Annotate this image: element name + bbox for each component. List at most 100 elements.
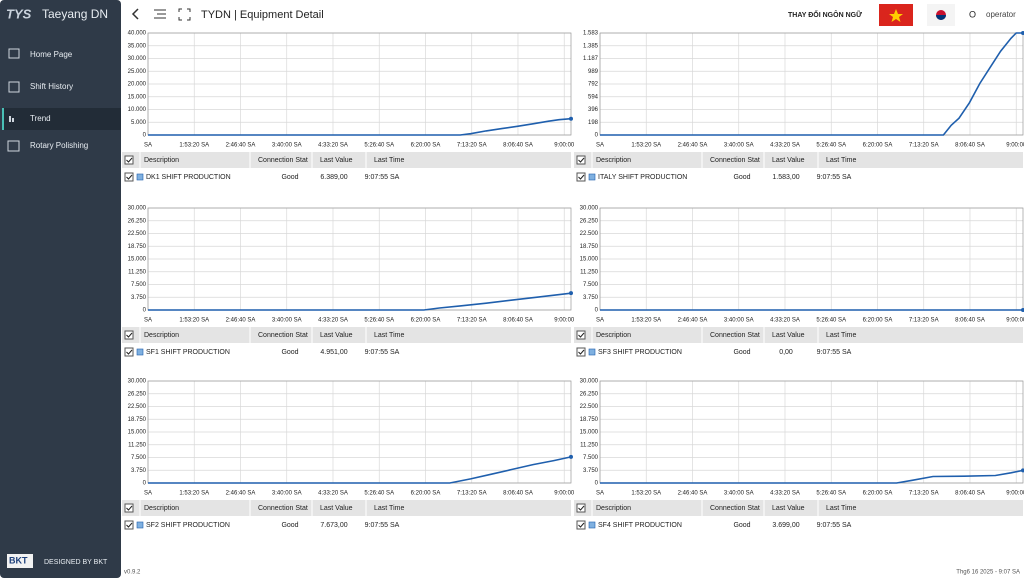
last-point — [1021, 468, 1024, 473]
column-header: Connection Stat — [258, 157, 308, 164]
x-tick-label: 2:46:40 SA — [226, 143, 256, 149]
column-header: Last Time — [826, 157, 856, 164]
y-tick-label: 20.000 — [128, 82, 147, 88]
checkbox[interactable] — [124, 330, 134, 340]
x-tick-label: 7:13:20 SA — [457, 318, 487, 324]
checkbox[interactable] — [576, 503, 586, 513]
x-tick-label: 3:40:00 SA — [724, 491, 754, 497]
language-button[interactable]: THAY ĐỔI NGÔN NGỮ — [788, 10, 862, 19]
checkbox[interactable] — [124, 503, 134, 513]
checkbox[interactable] — [576, 330, 586, 340]
table-cell: 9:07:55 SA — [817, 174, 852, 181]
fullscreen-button[interactable] — [178, 8, 191, 21]
x-tick-label: 1:53:20 SA — [179, 143, 209, 149]
y-tick-label: 30.000 — [128, 206, 147, 212]
x-tick-label: 3:40:00 SA — [272, 491, 302, 497]
user-name: operator — [986, 10, 1016, 19]
table-cell: Good — [281, 349, 298, 356]
checkbox[interactable] — [576, 155, 586, 165]
table-cell: 6.389,00 — [320, 174, 347, 181]
check — [578, 522, 585, 528]
app-title: Taeyang DN — [42, 7, 108, 21]
checkbox[interactable] — [576, 347, 586, 357]
y-tick-label: 30.000 — [128, 379, 147, 385]
y-tick-label: 11.250 — [128, 442, 147, 448]
back-button[interactable] — [131, 8, 139, 20]
nav-item[interactable]: Rotary Polishing — [30, 141, 88, 150]
x-tick-label: 8:06:40 SA — [503, 491, 533, 497]
x-tick-label: 7:13:20 SA — [909, 491, 939, 497]
checkbox[interactable] — [576, 520, 586, 530]
table-cell: 9:07:55 SA — [365, 349, 400, 356]
nav-accent — [2, 108, 4, 130]
checkbox[interactable] — [124, 172, 134, 182]
checkbox[interactable] — [576, 172, 586, 182]
menu-button[interactable] — [154, 9, 166, 19]
x-tick-label: 8:06:40 SA — [503, 143, 533, 149]
nav-item[interactable]: Trend — [30, 114, 51, 123]
last-point — [569, 116, 573, 121]
x-tick-label: 9:00:00 — [1006, 491, 1024, 497]
column-header: Description — [596, 157, 631, 164]
table-cell: 3.699,00 — [772, 522, 799, 529]
x-tick-label: 6:20:00 SA — [863, 491, 893, 497]
y-tick-label: 15.000 — [580, 257, 599, 263]
y-tick-label: 10.000 — [128, 107, 147, 113]
check — [578, 174, 585, 180]
series-swatch — [588, 173, 596, 181]
x-tick-label: 9:00:00 — [554, 143, 575, 149]
column-header: Last Time — [826, 505, 856, 512]
nav-item[interactable]: Shift History — [30, 82, 73, 91]
x-tick-label: 7:13:20 SA — [457, 491, 487, 497]
x-tick-label: SA — [596, 143, 604, 149]
check — [578, 349, 585, 355]
checkbox[interactable] — [124, 520, 134, 530]
table-cell: Good — [733, 522, 750, 529]
x-tick-label: 8:06:40 SA — [955, 491, 985, 497]
y-tick-label: 18.750 — [128, 244, 147, 250]
table-cell: 9:07:55 SA — [365, 174, 400, 181]
table-cell: 9:07:55 SA — [817, 349, 852, 356]
x-tick-label: 5:26:40 SA — [364, 491, 394, 497]
x-tick-label: 9:00:00 — [1006, 318, 1024, 324]
x-tick-label: 8:06:40 SA — [955, 143, 985, 149]
footer-logo-bg — [7, 554, 33, 568]
x-tick-label: 3:40:00 SA — [272, 143, 302, 149]
x-tick-label: 9:00:00 — [554, 491, 575, 497]
nav-item[interactable]: Home Page — [30, 50, 73, 59]
x-tick-label: 8:06:40 SA — [955, 318, 985, 324]
y-tick-label: 0 — [595, 133, 599, 139]
column-header: Last Value — [320, 505, 353, 512]
y-tick-label: 3.750 — [583, 295, 599, 301]
y-tick-label: 15.000 — [580, 430, 599, 436]
column-header: Last Value — [320, 157, 353, 164]
table-header-bg — [574, 500, 1023, 516]
column-header: Description — [144, 332, 179, 339]
x-tick-label: 3:40:00 SA — [272, 318, 302, 324]
x-tick-label: 1:53:20 SA — [179, 318, 209, 324]
x-tick-label: SA — [144, 491, 152, 497]
y-tick-label: 0 — [143, 308, 147, 314]
y-tick-label: 30.000 — [128, 56, 147, 62]
x-tick-label: 3:40:00 SA — [724, 318, 754, 324]
icon — [8, 48, 20, 59]
x-tick-label: 7:13:20 SA — [457, 143, 487, 149]
table-cell: 4.951,00 — [320, 349, 347, 356]
column-header: Last Value — [772, 157, 805, 164]
series-line — [600, 32, 1023, 136]
x-tick-label: 6:20:00 SA — [863, 143, 893, 149]
x-tick-label: 5:26:40 SA — [816, 318, 846, 324]
table-cell: Good — [281, 522, 298, 529]
y-tick-label: 0 — [595, 481, 599, 487]
checkbox[interactable] — [124, 347, 134, 357]
x-tick-label: 3:40:00 SA — [724, 143, 754, 149]
series-swatch — [588, 521, 596, 529]
x-tick-label: 4:33:20 SA — [770, 318, 800, 324]
logo: TYS — [6, 6, 32, 21]
column-header: Last Value — [772, 332, 805, 339]
y-tick-label: 30.000 — [580, 379, 599, 385]
y-tick-label: 1.385 — [583, 43, 599, 49]
y-tick-label: 11.250 — [580, 269, 599, 275]
y-tick-label: 5.000 — [131, 120, 147, 126]
checkbox[interactable] — [124, 155, 134, 165]
